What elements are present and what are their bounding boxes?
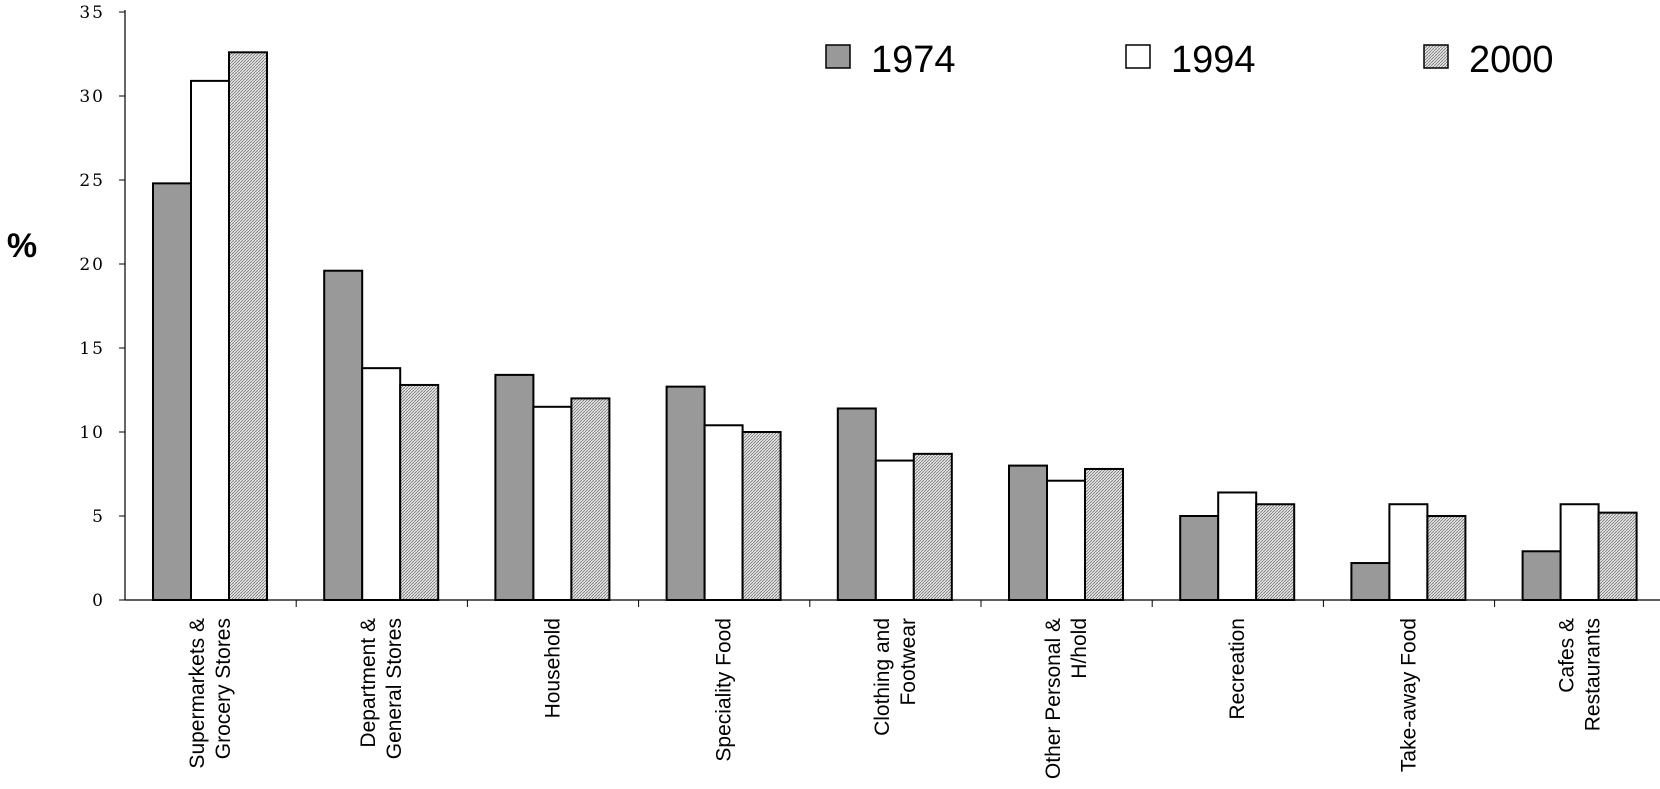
legend-label-2000: 2000 [1469, 39, 1554, 81]
legend: 1974 1994 2000 [825, 39, 1554, 81]
y-tick-label: 30 [79, 87, 105, 107]
bar-1974 [323, 269, 364, 601]
bars [152, 51, 1638, 602]
bar-2000 [1255, 503, 1296, 601]
category-label: Cafes & [1556, 618, 1579, 693]
bar-1994 [1559, 503, 1600, 601]
bar-1974 [665, 385, 706, 602]
bar-1994 [874, 459, 915, 601]
bar-1994 [190, 79, 230, 601]
bar-1994 [361, 367, 402, 601]
category-label: Recreation [1226, 618, 1249, 720]
category-label: H/hold [1068, 618, 1091, 679]
y-tick-label: 15 [79, 339, 105, 359]
bar-1974 [836, 407, 877, 602]
category-labels: Supermarkets & Grocery Stores Department &… [186, 618, 1605, 779]
bar-1994 [703, 424, 744, 601]
bar-1974 [152, 182, 192, 602]
category-label: Speciality Food [713, 618, 736, 762]
legend-label-1994: 1994 [1171, 39, 1256, 81]
category-label: Other Personal & [1042, 618, 1065, 779]
bar-2000 [228, 51, 268, 601]
bar-1994 [1388, 503, 1429, 601]
category-label: General Stores [383, 618, 406, 759]
y-tick-label: 5 [92, 507, 105, 527]
y-tick-label: 10 [79, 423, 105, 443]
category-label: Household [541, 618, 564, 718]
category-label: Supermarkets & [186, 618, 209, 769]
bar-1974 [1179, 515, 1220, 601]
bar-2000 [1426, 515, 1467, 601]
y-axis-label: % [7, 227, 37, 265]
category-label: Grocery Stores [212, 618, 235, 759]
bar-1994 [1217, 491, 1258, 602]
bar-1974 [494, 373, 535, 601]
bar-1994 [1046, 479, 1086, 601]
category-label: Department & [357, 618, 380, 748]
bar-1994 [532, 405, 573, 601]
category-label: Restaurants [1582, 618, 1605, 731]
legend-swatch-1974 [825, 44, 851, 69]
bar-2000 [741, 431, 782, 601]
bar-2000 [399, 383, 440, 601]
bar-2000 [912, 452, 953, 601]
bar-2000 [570, 397, 611, 601]
bar-2000 [1597, 511, 1638, 602]
legend-swatch-1994 [1125, 44, 1151, 69]
y-tick-label: 35 [79, 3, 105, 23]
y-tick-label: 25 [79, 171, 105, 191]
bar-1974 [1008, 464, 1048, 601]
category-label: Footwear [897, 618, 920, 706]
category-label: Clothing and [871, 618, 894, 736]
bar-1974 [1521, 550, 1562, 602]
y-tick-label: 20 [79, 255, 105, 275]
bar-1974 [1350, 562, 1391, 601]
y-tick-label: 0 [92, 591, 105, 611]
legend-swatch-2000 [1423, 44, 1449, 69]
bar-2000 [1084, 467, 1124, 601]
legend-label-1974: 1974 [871, 39, 956, 81]
category-label: Take-away Food [1397, 618, 1420, 772]
